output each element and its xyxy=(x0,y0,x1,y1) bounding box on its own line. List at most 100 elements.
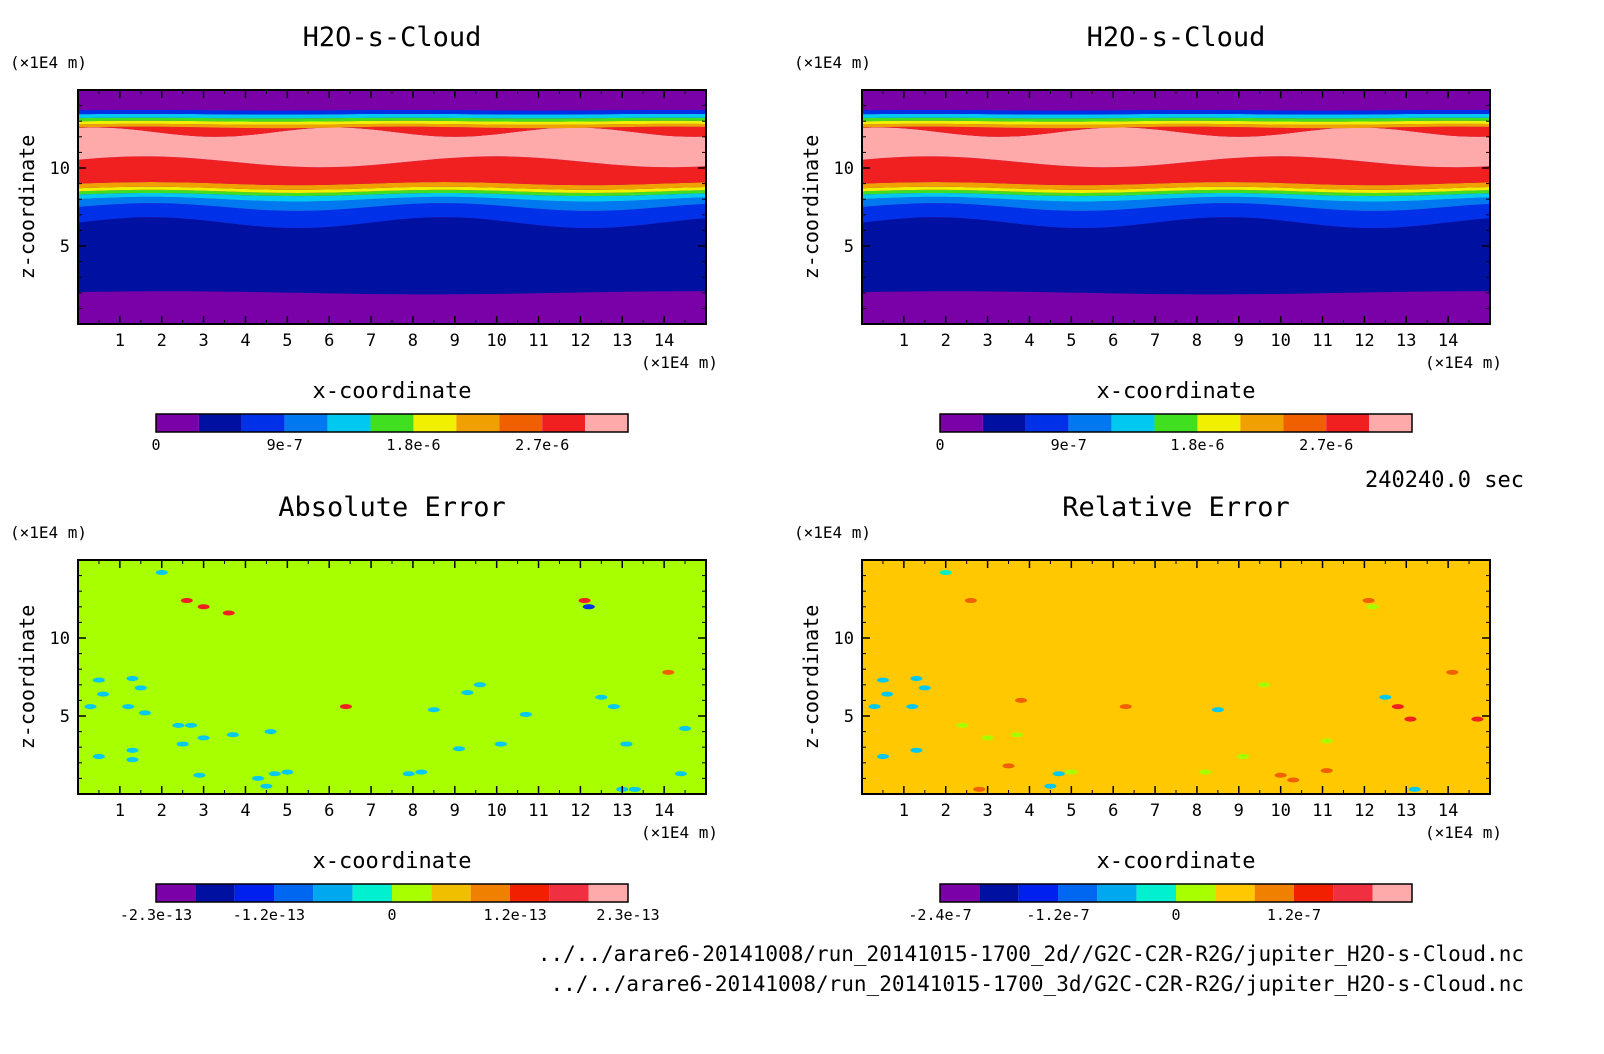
field-band-orange xyxy=(862,182,1490,190)
colorbar-swatch xyxy=(940,884,980,902)
time-label: 240240.0 sec xyxy=(1365,468,1524,493)
field-speckle xyxy=(134,685,147,691)
x-tick-label: 13 xyxy=(1396,801,1416,821)
field-speckle xyxy=(126,747,139,753)
field-speckle xyxy=(1236,754,1249,760)
field-band-yellow-top xyxy=(78,120,706,125)
colorbar-swatch xyxy=(982,414,1026,432)
field-band-lightblue xyxy=(862,196,1490,211)
colorbar-swatch xyxy=(1372,884,1412,902)
x-tick-label: 5 xyxy=(282,801,292,821)
x-tick-label: 1 xyxy=(115,331,125,351)
field-speckle xyxy=(1015,697,1028,703)
field-speckle xyxy=(1002,763,1015,769)
x-unit-label: (×1E4 m) xyxy=(641,353,718,372)
colorbar-swatch xyxy=(1215,884,1255,902)
field-speckle xyxy=(620,741,633,747)
panel-relative-error: Relative Error(×1E4 m)1 2 3 4 5 6 7 8 9 10 11 12 13 1… xyxy=(794,492,1502,924)
x-tick-label: 8 xyxy=(1192,801,1202,821)
x-tick-label: 8 xyxy=(408,331,418,351)
x-tick-label: 4 xyxy=(240,801,250,821)
field-speckle xyxy=(1257,682,1270,688)
colorbar-frame xyxy=(939,413,1413,433)
x-tick-label: 3 xyxy=(198,801,208,821)
x-tick-label: 11 xyxy=(1312,331,1332,351)
colorbar-swatch xyxy=(431,884,471,902)
field-speckle xyxy=(1391,704,1404,710)
x-tick-label: 12 xyxy=(570,331,590,351)
field-band-blue xyxy=(78,203,706,229)
field-band-yellow-top xyxy=(862,120,1490,125)
colorbar-swatch xyxy=(585,414,628,432)
x-axis-label: x-coordinate xyxy=(313,379,472,404)
colorbar-swatch xyxy=(1326,414,1370,432)
x-tick-label: 3 xyxy=(982,331,992,351)
colorbar-label: 2.7e-6 xyxy=(1299,436,1353,454)
y-axis-label: z-coordinate xyxy=(799,135,823,280)
field-speckle xyxy=(1471,716,1484,722)
colorbar-swatch xyxy=(1333,884,1373,902)
colorbar-swatch xyxy=(456,414,500,432)
y-axis-label: z-coordinate xyxy=(15,135,39,280)
field-band-green xyxy=(78,189,706,197)
x-tick-label: 11 xyxy=(528,801,548,821)
x-tick-label: 9 xyxy=(450,801,460,821)
colorbar-swatch xyxy=(1025,414,1069,432)
field-speckle xyxy=(1119,704,1132,710)
colorbar-swatch xyxy=(156,884,196,902)
colorbar-label: -2.4e-7 xyxy=(908,906,971,924)
colorbar-label: 1.2e-7 xyxy=(1267,906,1321,924)
colorbar-swatch xyxy=(274,884,314,902)
colorbar-swatch xyxy=(1058,884,1098,902)
field-speckle xyxy=(197,735,210,741)
field-speckle xyxy=(1199,769,1212,775)
colorbar-swatch xyxy=(1111,414,1155,432)
colorbar-swatch xyxy=(392,884,432,902)
x-tick-label: 10 xyxy=(486,331,506,351)
field-band-green xyxy=(862,189,1490,197)
x-tick-label: 7 xyxy=(366,331,376,351)
colorbar-swatch xyxy=(198,414,242,432)
field-speckle xyxy=(876,677,889,683)
field-speckle xyxy=(339,704,352,710)
field-speckle xyxy=(519,711,532,717)
colorbar-swatch xyxy=(940,414,983,432)
colorbar-label: 0 xyxy=(151,436,160,454)
field-speckle xyxy=(415,769,428,775)
field-speckle xyxy=(876,754,889,760)
field-speckle xyxy=(1408,786,1421,792)
x-tick-label: 13 xyxy=(1396,331,1416,351)
panel-title: Relative Error xyxy=(1062,492,1290,523)
colorbar-swatch xyxy=(234,884,274,902)
field-speckle xyxy=(1010,732,1023,738)
colorbar-label: 2.7e-6 xyxy=(515,436,569,454)
y-tick-label: 10 xyxy=(50,159,70,179)
y-tick-label: 5 xyxy=(60,707,70,727)
colorbar-swatch xyxy=(1283,414,1327,432)
x-tick-label: 13 xyxy=(612,801,632,821)
colorbar-swatch xyxy=(352,884,392,902)
colorbar-swatch xyxy=(1154,414,1198,432)
x-tick-label: 10 xyxy=(1270,801,1290,821)
x-tick-label: 12 xyxy=(1354,801,1374,821)
field-band-lightblue xyxy=(78,196,706,211)
field-speckle xyxy=(226,732,239,738)
x-unit-label: (×1E4 m) xyxy=(1425,353,1502,372)
colorbar-swatch xyxy=(588,884,628,902)
field-speckle xyxy=(906,704,919,710)
x-tick-label: 4 xyxy=(240,331,250,351)
colorbar-swatch xyxy=(1176,884,1216,902)
colorbar-swatch xyxy=(549,884,589,902)
field-speckle xyxy=(461,690,474,696)
colorbar-swatch xyxy=(979,884,1019,902)
x-tick-label: 1 xyxy=(899,331,909,351)
colorbar-swatch xyxy=(284,414,328,432)
panel-title: H2O-s-Cloud xyxy=(1087,22,1266,53)
colorbar-swatch xyxy=(1240,414,1284,432)
field-speckle xyxy=(939,569,952,575)
y-axis-label: z-coordinate xyxy=(15,605,39,750)
colorbar-label: -1.2e-7 xyxy=(1026,906,1089,924)
x-tick-label: 11 xyxy=(1312,801,1332,821)
x-axis-label: x-coordinate xyxy=(313,849,472,874)
field-speckle xyxy=(1287,777,1300,783)
